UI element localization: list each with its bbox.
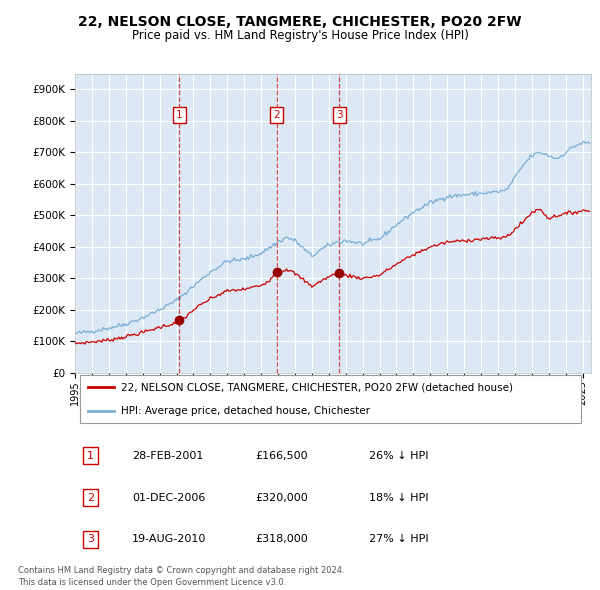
Text: HPI: Average price, detached house, Chichester: HPI: Average price, detached house, Chic…	[121, 407, 370, 417]
Text: £320,000: £320,000	[256, 493, 308, 503]
FancyBboxPatch shape	[80, 375, 581, 423]
Text: 2: 2	[87, 493, 94, 503]
Text: 18% ↓ HPI: 18% ↓ HPI	[369, 493, 428, 503]
Text: £318,000: £318,000	[256, 535, 308, 545]
Text: 3: 3	[336, 110, 343, 120]
Text: 26% ↓ HPI: 26% ↓ HPI	[369, 451, 428, 461]
Text: 3: 3	[87, 535, 94, 545]
Text: 28-FEB-2001: 28-FEB-2001	[132, 451, 203, 461]
Text: 1: 1	[176, 110, 182, 120]
Text: Contains HM Land Registry data © Crown copyright and database right 2024.
This d: Contains HM Land Registry data © Crown c…	[18, 566, 344, 587]
Text: £166,500: £166,500	[256, 451, 308, 461]
Text: 1: 1	[87, 451, 94, 461]
Text: 27% ↓ HPI: 27% ↓ HPI	[369, 535, 429, 545]
Text: 22, NELSON CLOSE, TANGMERE, CHICHESTER, PO20 2FW (detached house): 22, NELSON CLOSE, TANGMERE, CHICHESTER, …	[121, 382, 514, 392]
Text: 2: 2	[274, 110, 280, 120]
Text: 19-AUG-2010: 19-AUG-2010	[132, 535, 206, 545]
Text: Price paid vs. HM Land Registry's House Price Index (HPI): Price paid vs. HM Land Registry's House …	[131, 30, 469, 42]
Text: 22, NELSON CLOSE, TANGMERE, CHICHESTER, PO20 2FW: 22, NELSON CLOSE, TANGMERE, CHICHESTER, …	[78, 15, 522, 29]
Text: 01-DEC-2006: 01-DEC-2006	[132, 493, 205, 503]
